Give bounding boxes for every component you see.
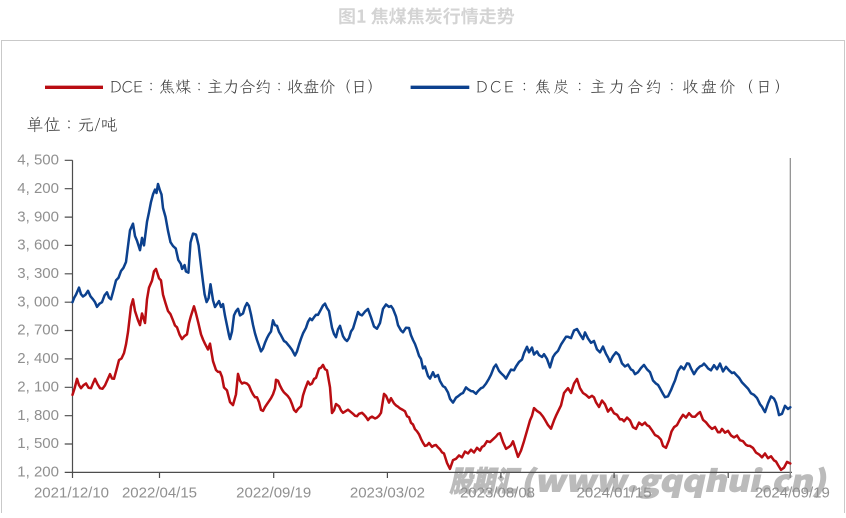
svg-text:3, 000: 3, 000 (17, 293, 59, 310)
svg-text:3, 300: 3, 300 (17, 265, 59, 282)
svg-text:4, 200: 4, 200 (17, 180, 59, 197)
svg-text:2024/01/15: 2024/01/15 (577, 485, 652, 502)
svg-text:2021/12/10: 2021/12/10 (34, 485, 109, 502)
svg-text:3, 600: 3, 600 (17, 237, 59, 254)
svg-text:2023/03/02: 2023/03/02 (350, 485, 425, 502)
svg-text:2023/08/08: 2023/08/08 (460, 485, 535, 502)
svg-text:1, 200: 1, 200 (17, 464, 59, 481)
svg-text:1, 500: 1, 500 (17, 435, 59, 452)
svg-text:2, 100: 2, 100 (17, 379, 59, 396)
svg-text:2, 400: 2, 400 (17, 350, 59, 367)
svg-text:1, 800: 1, 800 (17, 407, 59, 424)
svg-text:2024/09/19: 2024/09/19 (755, 485, 830, 502)
svg-text:2022/04/15: 2022/04/15 (122, 485, 197, 502)
svg-text:2, 700: 2, 700 (17, 322, 59, 339)
svg-text:2022/09/19: 2022/09/19 (236, 485, 311, 502)
svg-text:4, 500: 4, 500 (17, 152, 59, 169)
svg-text:3, 900: 3, 900 (17, 208, 59, 225)
